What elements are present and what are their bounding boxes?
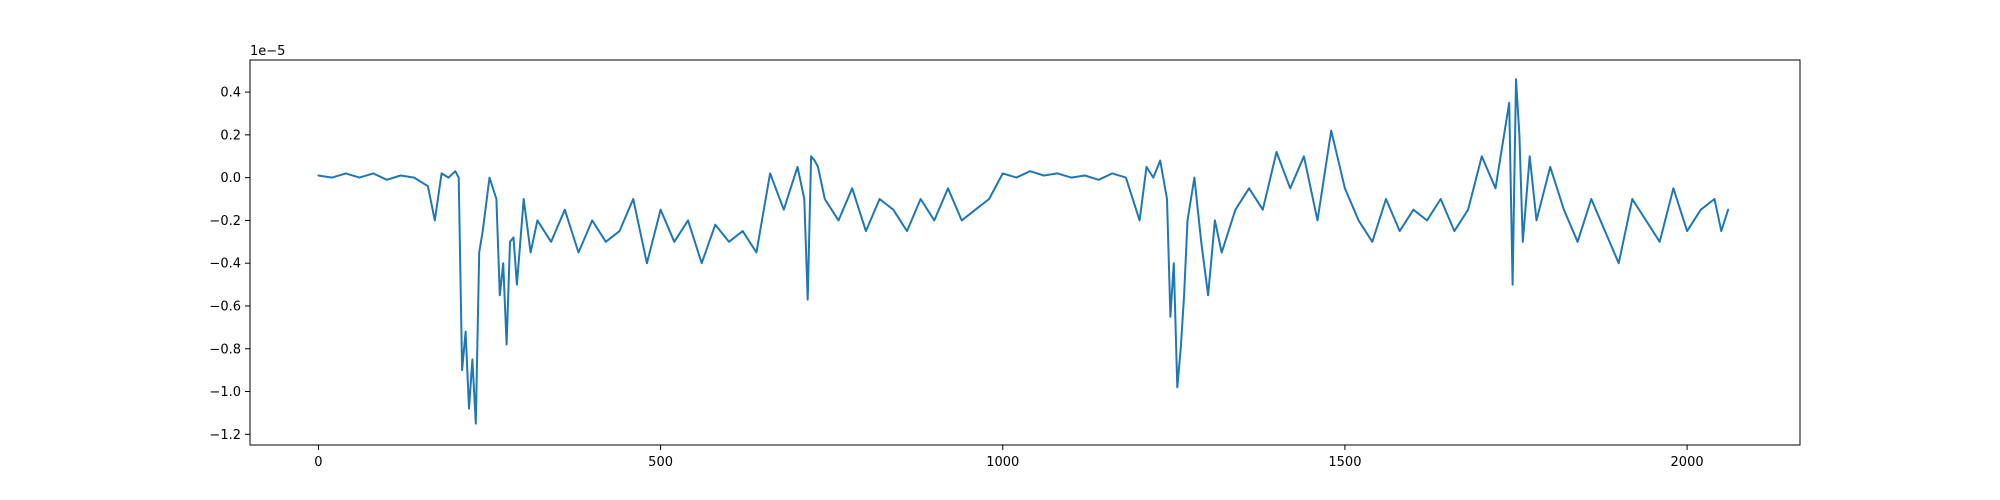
- y-tick-label: −0.2: [209, 214, 241, 229]
- y-tick-label: 0.0: [220, 171, 241, 186]
- y-tick-label: −1.0: [209, 385, 241, 400]
- y-tick-label: −0.4: [209, 257, 241, 272]
- series-line: [317, 78, 1730, 425]
- y-tick-label: 0.4: [220, 86, 241, 101]
- x-tick-label: 2000: [1671, 455, 1704, 470]
- y-axis-ticks: 0.4 0.2 0.0 −0.2 −0.4 −0.6 −0.8 −1.0 −1.2: [209, 86, 250, 443]
- plot-area: [250, 60, 1800, 445]
- y-tick-label: 0.2: [220, 128, 241, 143]
- x-axis-ticks: 0 500 1000 1500 2000: [314, 445, 1704, 470]
- x-tick-label: 1000: [986, 455, 1019, 470]
- x-tick-label: 0: [314, 455, 322, 470]
- x-tick-label: 1500: [1328, 455, 1361, 470]
- y-axis-offset-label: 1e−5: [250, 44, 285, 59]
- y-tick-label: −1.2: [209, 428, 241, 443]
- y-tick-label: −0.6: [209, 299, 241, 314]
- plot-frame: [249, 59, 1801, 446]
- y-tick-label: −0.8: [209, 342, 241, 357]
- x-tick-label: 500: [648, 455, 673, 470]
